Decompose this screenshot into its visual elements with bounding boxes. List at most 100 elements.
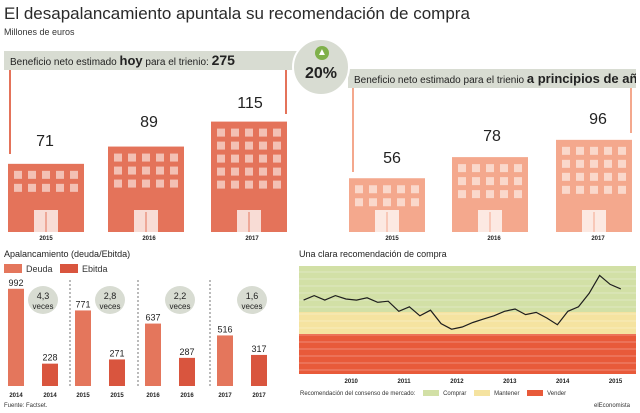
ratio-bubble [237, 286, 267, 314]
page-subtitle: Millones de euros [4, 27, 75, 37]
banner-current-value: 275 [211, 52, 235, 68]
legend-mantener: Mantener [494, 391, 520, 397]
x-tick-label: 2011 [398, 379, 412, 385]
recommendation-chart: 2010 2011 2012 2013 2014 2015 [299, 266, 636, 385]
building-window [590, 146, 598, 155]
building-window [604, 185, 612, 194]
building-year: 2015 [39, 236, 53, 242]
building-window [514, 164, 522, 173]
building-window [604, 172, 612, 181]
building-window [273, 154, 281, 163]
building-window [170, 166, 178, 175]
legend-deuda: Deuda [4, 264, 53, 274]
building-window [618, 172, 626, 181]
ebitda-bar [42, 363, 58, 386]
building-window [245, 141, 253, 150]
recommendation-title: Una clara recomendación de compra [299, 249, 447, 259]
building-window [231, 128, 239, 137]
building-window [576, 185, 584, 194]
building-window [217, 154, 225, 163]
banner-support [9, 70, 11, 154]
leverage-title: Apalancamiento (deuda/Ebitda) [4, 249, 131, 259]
x-tick-label: 2012 [450, 379, 464, 385]
building-window [259, 141, 267, 150]
ratio-unit: veces [100, 302, 121, 311]
building-window [114, 166, 122, 175]
building-window [590, 172, 598, 181]
building-window [604, 159, 612, 168]
ratio-bubble [28, 286, 58, 314]
building-window [576, 172, 584, 181]
consensus-line [303, 274, 622, 330]
deuda-year: 2016 [146, 393, 160, 399]
ebitda-year: 2017 [252, 393, 266, 399]
building-window [42, 170, 50, 179]
deuda-year: 2014 [9, 393, 23, 399]
banner-current-bold: hoy [119, 53, 143, 68]
building-window [156, 153, 164, 162]
buildings-layer [8, 70, 632, 232]
up-arrow-icon: ▲ [315, 46, 329, 60]
building-window [369, 185, 377, 194]
x-tick-label: 2013 [503, 379, 517, 385]
building-window [259, 167, 267, 176]
x-tick-label: 2015 [609, 379, 623, 385]
building-window [156, 166, 164, 175]
banner-support [630, 87, 632, 133]
banner-start-bold: a principios de año [526, 71, 636, 86]
x-tick-label: 2014 [556, 379, 570, 385]
building-window [618, 146, 626, 155]
recommendation-layer: 2010 2011 2012 2013 2014 2015 [299, 266, 636, 385]
building-window [217, 128, 225, 137]
building-window [70, 183, 78, 192]
building-value: 56 [383, 150, 401, 167]
building-window [273, 141, 281, 150]
banner-start-estimate: Beneficio neto estimado para el trienio … [348, 69, 636, 88]
deuda-value: 516 [217, 324, 232, 334]
building-window [355, 198, 363, 207]
recommendation-legend: Recomendación del consenso de mercado: C… [300, 390, 566, 397]
ratio-value: 4,3 [37, 291, 50, 301]
building-window [128, 166, 136, 175]
ebitda-bar [109, 359, 125, 386]
building-window [514, 177, 522, 186]
building-window [245, 154, 253, 163]
ebitda-value: 271 [109, 348, 124, 358]
banner-start-pre: Beneficio neto estimado para el trienio [354, 75, 527, 86]
building-window [590, 159, 598, 168]
building-window [472, 190, 480, 199]
building-door-split [248, 212, 250, 232]
building-window [562, 159, 570, 168]
building-window [458, 177, 466, 186]
legend-consensus-label: Recomendación del consenso de mercado: [300, 391, 416, 397]
building-value: 78 [483, 128, 501, 145]
building-window [355, 185, 363, 194]
building-value: 115 [237, 95, 263, 112]
ratio-bubble [165, 286, 195, 314]
deuda-value: 637 [145, 313, 160, 323]
deuda-bar [8, 288, 24, 386]
building-value: 96 [589, 111, 607, 128]
zone-mantener [299, 312, 636, 334]
legend-swatch [527, 390, 544, 396]
building-door-split [489, 212, 491, 232]
building-window [618, 159, 626, 168]
legend-label: Deuda [26, 264, 53, 274]
building-window [590, 185, 598, 194]
banner-support [352, 87, 354, 172]
ratio-value: 2,8 [104, 291, 117, 301]
building-window [217, 180, 225, 189]
deuda-year: 2017 [218, 393, 232, 399]
building-window [217, 167, 225, 176]
ratio-unit: veces [242, 302, 263, 311]
building-window [273, 180, 281, 189]
deuda-value: 992 [8, 278, 23, 288]
building-window [170, 179, 178, 188]
building-window [486, 190, 494, 199]
building-window [231, 141, 239, 150]
building-window [369, 198, 377, 207]
building-window [231, 180, 239, 189]
building-window [458, 190, 466, 199]
ratio-value: 1,6 [246, 291, 259, 301]
